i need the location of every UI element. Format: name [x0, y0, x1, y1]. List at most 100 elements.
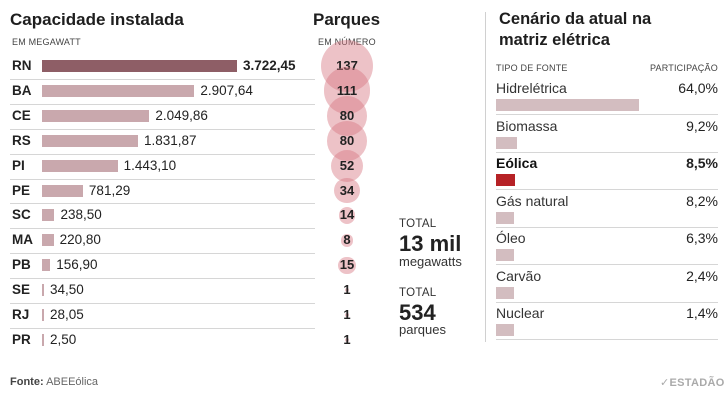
capacity-bar	[42, 259, 51, 272]
total-capacity-value: 13 mil	[399, 231, 462, 256]
source-name: Óleo	[496, 230, 526, 246]
row-separator	[10, 103, 315, 105]
estadao-logo-mark: ✓	[660, 377, 670, 389]
capacity-value-label: 1.831,87	[143, 132, 197, 148]
park-bubble	[344, 337, 350, 343]
park-count-label: 14	[339, 207, 355, 223]
source-name: Hidrelétrica	[496, 80, 567, 96]
estadao-logo: ✓ESTADÃO	[660, 376, 725, 389]
state-label: BA	[12, 82, 32, 98]
capacity-subtitle: EM MEGAWATT	[12, 37, 81, 47]
capacity-bar	[42, 184, 83, 197]
source-share: 64,0%	[678, 80, 718, 96]
row-separator	[10, 303, 315, 304]
park-count-label: 80	[339, 132, 355, 148]
capacity-value-label: 220,80	[59, 232, 101, 248]
capacity-value-label: 238,50	[60, 207, 102, 223]
total-capacity-label: TOTAL	[399, 218, 437, 230]
row-separator	[10, 278, 315, 280]
capacity-value-label: 2,50	[50, 331, 77, 347]
park-count-label: 8	[343, 232, 351, 248]
park-count-label: 1	[343, 282, 351, 298]
total-capacity-unit: megawatts	[399, 254, 462, 269]
row-separator	[496, 226, 718, 228]
park-count-label: 1	[343, 331, 351, 347]
capacity-value-label: 781,29	[88, 182, 131, 198]
source-name: Eólica	[496, 155, 538, 171]
capacity-bar	[42, 84, 195, 97]
park-count-label: 52	[339, 157, 355, 173]
section-divider	[485, 12, 486, 342]
park-count-label: 111	[336, 82, 358, 98]
capacity-bar	[42, 209, 55, 222]
source-share: 9,2%	[686, 117, 718, 134]
source-share: 8,2%	[686, 192, 718, 209]
footer-source-name: ABEEólica	[46, 376, 99, 388]
row-separator	[10, 78, 315, 80]
source-name: Biomassa	[496, 117, 558, 134]
capacity-bar	[42, 234, 54, 247]
state-label: RN	[12, 58, 32, 73]
row-separator	[496, 151, 718, 153]
capacity-value-label: 3.722,45	[243, 58, 296, 73]
state-label: CE	[12, 107, 31, 123]
state-label: RS	[12, 132, 31, 148]
source-share-bar	[496, 286, 514, 299]
park-bubble	[330, 149, 363, 182]
park-bubble	[321, 40, 373, 92]
source-share-bar	[496, 249, 514, 261]
park-bubble	[323, 67, 371, 115]
total-parks-value: 534	[399, 300, 436, 325]
park-bubble	[334, 177, 360, 204]
capacity-value-label: 34,50	[50, 282, 84, 298]
capacity-bar	[42, 159, 118, 172]
parks-title: Parques	[313, 10, 381, 29]
row-separator	[10, 228, 315, 230]
source-share: 6,3%	[686, 230, 718, 246]
state-label: PI	[12, 157, 25, 173]
total-parks-label: TOTAL	[399, 287, 437, 299]
park-bubble	[338, 256, 356, 274]
matrix-title-line1: Cenário da atual na	[499, 10, 652, 28]
row-separator	[10, 327, 315, 329]
state-label: PE	[12, 182, 31, 198]
park-bubble	[340, 234, 354, 247]
capacity-value-label: 1.443,10	[123, 157, 177, 173]
capacity-value-label: 156,90	[56, 257, 98, 273]
capacity-title: Capacidade instalada	[10, 10, 184, 29]
park-count-label: 137	[336, 58, 358, 73]
row-separator	[496, 114, 718, 115]
row-separator	[496, 264, 718, 265]
state-label: PB	[12, 257, 31, 273]
state-label: RJ	[12, 307, 30, 322]
share-column-header: PARTICIPAÇÃO	[650, 63, 718, 73]
park-count-label: 1	[343, 307, 351, 322]
source-share: 2,4%	[686, 267, 718, 284]
park-bubble	[338, 207, 356, 224]
source-share-bar	[496, 174, 515, 186]
capacity-value-label: 2.907,64	[200, 82, 253, 98]
row-separator	[10, 128, 315, 130]
source-share-bar	[496, 136, 517, 149]
parks-subtitle: EM NÚMERO	[318, 37, 376, 47]
park-bubble	[327, 95, 367, 136]
state-label: SE	[12, 282, 31, 298]
capacity-bar	[42, 109, 150, 122]
row-separator	[10, 178, 315, 180]
source-column-header: TIPO DE FONTE	[496, 63, 568, 73]
source-name: Carvão	[496, 267, 542, 284]
source-name: Nuclear	[496, 305, 545, 321]
state-label: PR	[12, 331, 31, 347]
row-separator	[496, 301, 718, 303]
source-share-bar	[496, 324, 514, 336]
capacity-value-label: 28,05	[50, 307, 84, 322]
capacity-value-label: 2.049,86	[155, 107, 208, 123]
source-share-bar	[496, 211, 515, 224]
row-separator	[10, 153, 315, 155]
capacity-bar	[42, 134, 138, 147]
capacity-bar	[42, 284, 44, 297]
park-count-label: 80	[339, 107, 355, 123]
row-separator	[496, 339, 718, 340]
park-bubble	[327, 120, 367, 161]
matrix-title-line2: matriz elétrica	[499, 31, 610, 49]
